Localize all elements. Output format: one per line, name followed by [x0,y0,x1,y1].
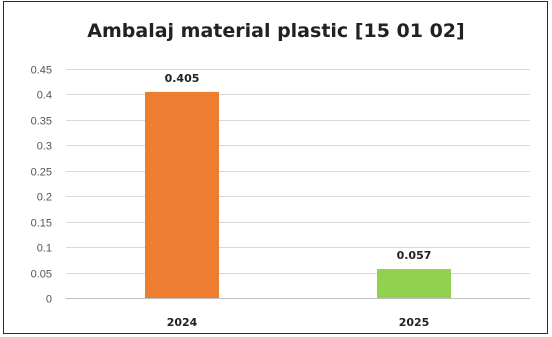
chart-title: Ambalaj material plastic [15 01 02] [87,20,465,42]
x-tick-label: 2024 [167,316,198,329]
y-tick-label: 0.1 [37,243,52,255]
y-tick-label: 0.2 [37,192,52,204]
x-tick-label: 2025 [399,316,430,329]
bar [145,91,219,299]
y-tick-label: 0.35 [31,116,52,128]
y-tick-label: 0.15 [31,218,52,230]
y-tick-label: 0.4 [37,90,52,102]
data-label: 0.057 [397,249,432,262]
y-tick-label: 0.25 [31,167,52,179]
data-label: 0.405 [165,72,200,85]
y-tick-label: 0 [46,294,52,306]
y-tick-label: 0.45 [31,65,52,77]
chart-frame [3,1,548,334]
bar [377,268,451,298]
y-tick-label: 0.3 [37,141,52,153]
y-tick-label: 0.05 [31,269,52,281]
